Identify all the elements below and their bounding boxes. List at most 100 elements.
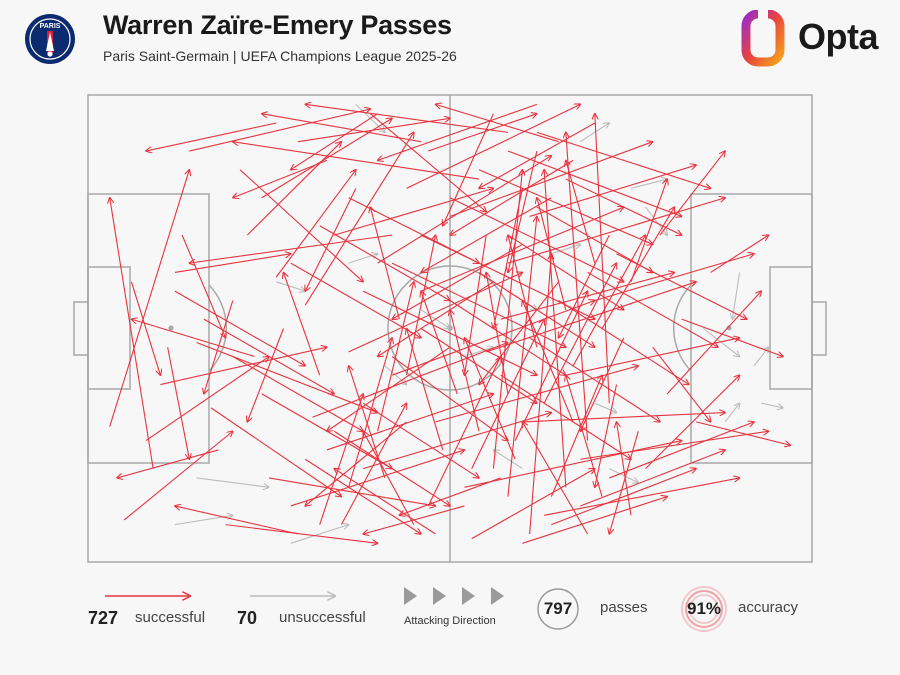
successful-pass-arrow [334, 469, 436, 535]
successful-pass-arrow [268, 477, 436, 506]
successful-pass-arrow [406, 235, 436, 376]
left-penalty-arc [208, 284, 228, 372]
successful-pass-arrow [261, 118, 392, 199]
unsuccessful-pass-arrow [384, 365, 407, 385]
successful-pass-arrow [203, 318, 334, 394]
successful-pass-arrow [283, 272, 321, 376]
successful-pass-arrow [290, 450, 465, 507]
unsuccessful-pass-arrow [580, 123, 609, 143]
successful-pass-arrow [181, 234, 225, 338]
successful-pass-arrow [370, 113, 486, 212]
unsuccessful-pass-arrow [724, 403, 739, 423]
successful-pass-arrow [233, 142, 480, 180]
unsuccessful-label: unsuccessful [279, 609, 366, 626]
unsuccessful-pass-arrow [196, 477, 269, 487]
passes-ring [537, 588, 579, 630]
successful-pass-arrow [362, 290, 537, 375]
successful-pass-arrow [275, 170, 356, 278]
opta-logo [740, 10, 885, 68]
successful-pass-arrow [391, 262, 566, 347]
left-goal [73, 301, 89, 356]
unsuccessful-pass-arrow [276, 281, 305, 291]
successful-pass-arrow [428, 114, 537, 152]
successful-pass-arrow [507, 216, 537, 497]
svg-text:PARIS: PARIS [40, 23, 61, 30]
successful-pass-arrow [312, 343, 507, 418]
successful-pass-arrow [110, 198, 154, 469]
successful-pass-arrow [558, 300, 689, 384]
successful-pass-arrow [550, 375, 602, 497]
unsuccessful-pass-arrow [464, 347, 493, 358]
successful-pass-arrow [130, 281, 160, 375]
unsuccessful-count: 70 [237, 608, 258, 628]
passes-count: 797 [543, 599, 573, 618]
successful-pass-arrow [486, 272, 509, 394]
successful-pass-arrow [450, 310, 480, 432]
attacking-direction-label: Attacking Direction [404, 615, 496, 627]
successful-pass-arrow [421, 291, 458, 395]
successful-pass-arrow [565, 338, 740, 376]
successful-pass-arrow [233, 159, 328, 197]
successful-pass-arrow [363, 431, 415, 525]
successful-pass-arrow [696, 421, 790, 445]
unsuccessful-pass-arrow [290, 525, 349, 544]
successful-pass-arrow [204, 300, 234, 393]
successful-pass-arrow [522, 413, 725, 423]
successful-pass-arrow [174, 290, 305, 366]
successful-pass-arrow [377, 282, 414, 432]
unsuccessful-pass-arrow [732, 272, 741, 319]
successful-pass-arrow [327, 346, 451, 431]
successful-pass-arrow [348, 197, 479, 263]
successful-pass-arrow [443, 113, 494, 226]
successful-pass-arrow [464, 235, 487, 375]
successful-pass-arrow [710, 235, 769, 273]
successful-pass-arrow [544, 170, 567, 488]
successful-pass-arrow [305, 104, 508, 133]
successful-pass-arrow [645, 375, 739, 469]
successful-pass-arrow [595, 114, 610, 404]
unsuccessful-pass-arrow [761, 402, 783, 408]
successful-pass-arrow [131, 319, 255, 358]
successful-pass-arrow [160, 347, 327, 386]
unsuccessful-pass-arrow [609, 468, 638, 483]
successful-pass-arrow [304, 132, 414, 306]
successful-pass-arrow [630, 179, 667, 282]
successful-pass-arrow [492, 170, 522, 469]
successful-pass-arrow [471, 469, 595, 540]
unsuccessful-pass-arrow [703, 328, 739, 357]
successful-pass-arrow [333, 430, 450, 506]
successful-pass-arrow [362, 402, 479, 478]
page-subtitle: Paris Saint-Germain | UEFA Champions Lea… [103, 48, 457, 64]
successful-pass-arrow [464, 441, 681, 488]
psg-crest-logo: PARIS [24, 13, 76, 65]
successful-pass-arrow [210, 407, 341, 497]
successful-pass-arrow [594, 254, 754, 302]
successful-pass-arrow [109, 170, 190, 427]
opta-brand-text: Opta [798, 16, 879, 57]
successful-pass-arrow [348, 338, 392, 488]
successful-pass-arrow [507, 198, 725, 264]
successful-pass-arrow [262, 114, 422, 143]
successful-pass-arrow [399, 477, 501, 515]
right-six-yard-box [769, 266, 813, 390]
successful-pass-arrow [304, 458, 421, 534]
successful-pass-arrow [544, 478, 739, 516]
successful-pass-arrow [391, 356, 508, 441]
right-goal [811, 301, 827, 356]
passes-label: passes [600, 599, 648, 616]
successful-pass-arrow [666, 291, 761, 395]
successful-pass-arrow [145, 357, 269, 442]
successful-label: successful [135, 609, 206, 626]
successful-pass-arrow [348, 272, 523, 353]
successful-pass-arrow [449, 197, 624, 282]
successful-pass-arrow [507, 150, 682, 216]
successful-pass-arrow [500, 374, 631, 459]
unsuccessful-pass-arrow [348, 254, 378, 264]
successful-pass-arrow [189, 234, 393, 263]
successful-pass-arrow [479, 281, 560, 385]
successful-pass-arrow [305, 188, 357, 291]
accuracy-label: accuracy [738, 599, 799, 616]
successful-pass-arrow [167, 347, 190, 459]
successful-pass-arrow [378, 103, 538, 160]
successful-pass-arrow [406, 104, 581, 189]
